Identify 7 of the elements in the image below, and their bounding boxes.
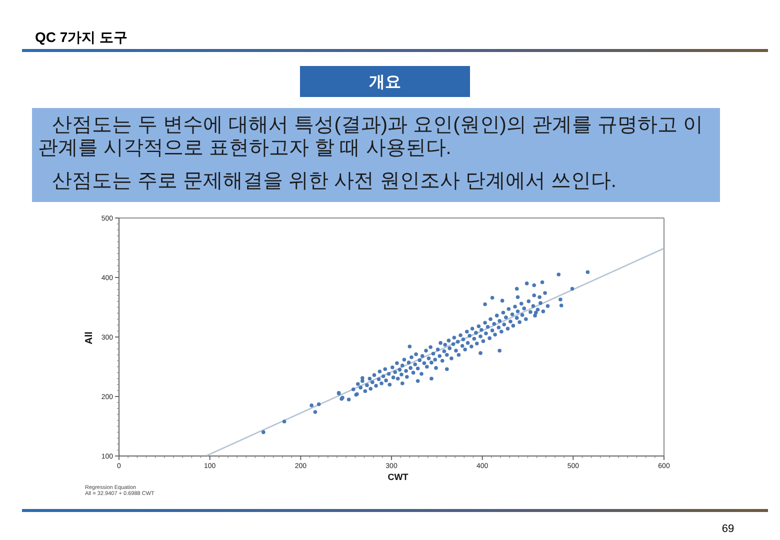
chart-subtitle: 개요 [369,74,401,91]
text: 산점도는 두 변수에 대해서 특성(결과)과 요인(원인)의 관계를 규명하고 이 관계를 시각적으로 표현하고자 할 때 사용된다. [38,114,704,160]
x-axis-title: CWT [388,472,409,482]
text: 산점도는 주로 문제해결을 위한 사전 원인조사 단계에서 쓰인다. [51,170,618,193]
chart-title: QC 7가지 도구 [35,29,128,45]
y-axis-title: All [84,331,95,344]
text: 69 [722,523,734,535]
